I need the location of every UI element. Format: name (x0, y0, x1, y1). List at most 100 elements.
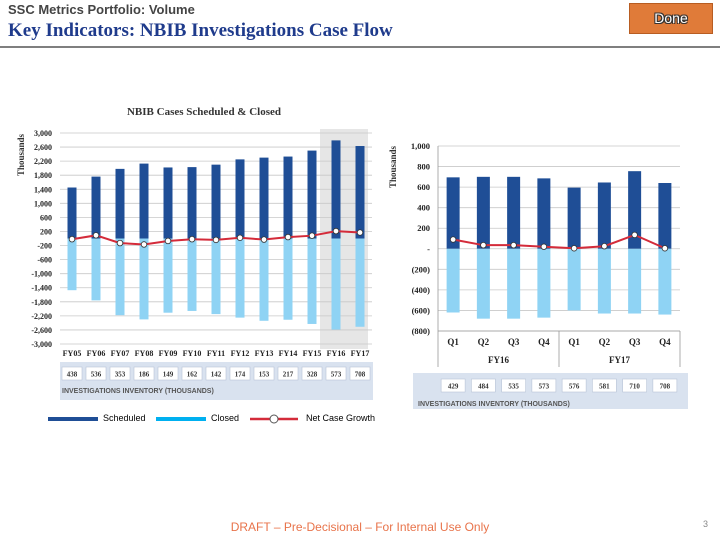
x-tick-label: FY06 (87, 349, 106, 358)
inventory-value: 149 (163, 371, 174, 379)
y-tick-label: 1,000 (34, 199, 52, 208)
inventory-cell (325, 366, 347, 381)
inventory-value: 217 (283, 371, 294, 379)
closed-bar (658, 248, 672, 315)
net-growth-point (332, 227, 340, 235)
net-growth-point (631, 231, 638, 239)
net-growth-point (540, 243, 548, 250)
legend-swatch-scheduled (48, 417, 98, 421)
page-title: Key Indicators: NBIB Investigations Case… (8, 20, 393, 41)
y-tick-label: -3,000 (31, 340, 52, 349)
inventory-label: INVESTIGATIONS INVENTORY (THOUSANDS) (62, 388, 214, 395)
x-tick-label: FY07 (111, 349, 130, 358)
y-tick-label: (400) (412, 285, 431, 295)
scheduled-bar (259, 157, 269, 239)
inventory-value: 710 (629, 383, 640, 391)
inventory-value: 708 (660, 383, 671, 391)
inventory-cell (109, 366, 131, 381)
closed-bar (476, 248, 490, 319)
x-tick-label: FY14 (279, 349, 298, 358)
scheduled-bar (115, 168, 125, 239)
closed-bar (115, 238, 125, 316)
done-button[interactable]: Done (629, 3, 713, 34)
x-tick-label: FY09 (159, 349, 178, 358)
chart-title: NBIB Cases Scheduled & Closed (127, 106, 281, 118)
closed-bar (91, 238, 101, 301)
scheduled-bar (211, 164, 221, 239)
scheduled-bar (537, 178, 551, 249)
inventory-label: INVESTIGATIONS INVENTORY (THOUSANDS) (418, 401, 570, 408)
net-growth-point (480, 241, 487, 249)
x-tick-label: FY16 (327, 349, 346, 358)
scheduled-bar (476, 176, 490, 249)
net-growth-point (236, 234, 244, 241)
scheduled-bar (139, 163, 149, 239)
scheduled-bar (67, 187, 77, 239)
closed-bar (163, 238, 173, 313)
net-growth-point (570, 245, 578, 252)
net-growth-point (140, 241, 148, 248)
inventory-value: 581 (599, 383, 610, 391)
closed-bar (139, 238, 149, 320)
x-tick-label: FY17 (351, 349, 370, 358)
net-growth-point (510, 241, 517, 249)
scheduled-bar (163, 167, 173, 239)
inventory-cell (349, 366, 371, 381)
x-tick-label: Q1 (568, 337, 580, 347)
net-growth-point (68, 236, 76, 243)
y-tick-label: -2,200 (31, 312, 52, 321)
y-tick-label: 1,000 (411, 141, 430, 151)
legend-label-net-growth: Net Case Growth (306, 413, 375, 423)
inventory-value: 573 (539, 383, 550, 391)
annual-cases-chart: NBIB Cases Scheduled & Closed Thousands … (16, 106, 373, 400)
scheduled-bar (567, 187, 581, 249)
y-tick-label: -1,800 (31, 298, 52, 307)
inventory-value: 153 (259, 371, 270, 379)
closed-bar (537, 248, 551, 318)
inventory-value: 162 (187, 371, 198, 379)
scheduled-bar (283, 156, 293, 239)
net-growth-line (452, 233, 666, 250)
net-growth-point (116, 239, 124, 247)
inventory-value: 573 (331, 371, 342, 379)
inventory-cell (301, 366, 323, 381)
x-tick-label: FY10 (183, 349, 202, 358)
y-tick-label: -1,400 (31, 284, 52, 293)
scheduled-bar (187, 167, 197, 239)
y-tick-label: 600 (40, 213, 52, 222)
inventory-value: 536 (91, 371, 102, 379)
y-axis-label: Thousands (16, 133, 26, 176)
scheduled-bar (91, 176, 101, 239)
inventory-cell (133, 366, 155, 381)
inventory-value: 142 (211, 371, 222, 379)
inventory-cell (61, 366, 83, 381)
net-growth-point (188, 236, 196, 243)
inventory-cell (471, 378, 496, 393)
inventory-cell (592, 378, 617, 393)
closed-bar (597, 248, 611, 314)
inventory-cell (440, 378, 466, 393)
y-tick-label: 400 (417, 203, 430, 213)
x-group-label: FY17 (609, 355, 630, 365)
y-tick-label: -2,600 (31, 326, 52, 335)
y-tick-label: 2,200 (34, 157, 52, 166)
inventory-cell (622, 378, 647, 393)
x-tick-label: Q1 (447, 337, 459, 347)
net-growth-point (164, 237, 172, 245)
x-tick-label: Q3 (629, 337, 641, 347)
closed-bar (307, 238, 317, 324)
y-tick-label: 800 (417, 162, 430, 172)
net-growth-point (92, 232, 100, 239)
x-tick-label: FY05 (63, 349, 82, 358)
y-tick-label: 3,000 (34, 129, 52, 138)
y-tick-label: (200) (412, 264, 431, 274)
y-tick-label: (600) (412, 305, 431, 315)
header-divider (0, 46, 720, 48)
scheduled-bar (446, 177, 460, 249)
inventory-value: 535 (508, 383, 519, 391)
y-tick-label: - (427, 244, 430, 254)
x-tick-label: FY15 (303, 349, 322, 358)
y-axis-label: Thousands (388, 145, 398, 188)
inventory-value: 174 (235, 371, 246, 379)
